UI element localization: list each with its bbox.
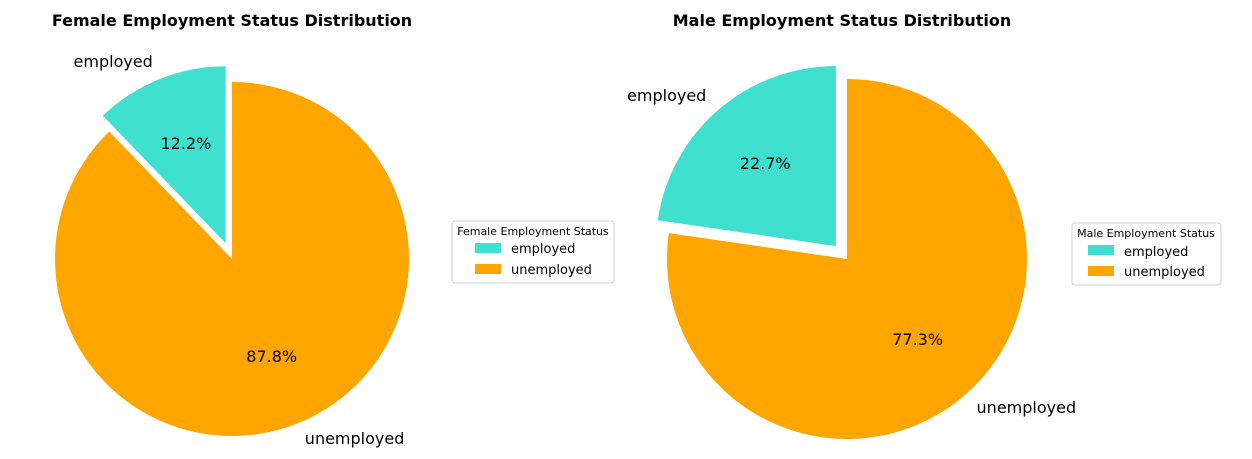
- male-legend-swatch-unemployed: [1088, 266, 1114, 276]
- male-label-unemployed: unemployed: [977, 398, 1077, 417]
- female-legend-swatch-unemployed: [475, 264, 501, 274]
- male-legend: Male Employment Status employed unemploy…: [1071, 222, 1222, 286]
- female-slice-unemployed: [55, 82, 410, 436]
- male-legend-swatch-employed: [1088, 245, 1114, 255]
- male-legend-title: Male Employment Status: [1077, 227, 1215, 240]
- female-slice-employed: [102, 66, 226, 244]
- female-chart-title: Female Employment Status Distribution: [52, 11, 412, 30]
- male-slice-employed: [657, 66, 836, 247]
- female-legend-swatch-employed: [475, 243, 501, 253]
- female-legend-label-unemployed: unemployed: [511, 263, 592, 278]
- female-pie-chart: Female Employment Status Distribution em…: [52, 11, 615, 448]
- female-label-employed: employed: [74, 52, 153, 71]
- male-legend-label-employed: employed: [1124, 245, 1188, 260]
- female-legend-title: Female Employment Status: [457, 225, 609, 238]
- female-pct-unemployed: 87.8%: [246, 347, 297, 366]
- male-pct-employed: 22.7%: [740, 154, 791, 173]
- female-label-unemployed: unemployed: [305, 429, 405, 448]
- male-pie-chart: Male Employment Status Distribution empl…: [627, 11, 1222, 440]
- female-pct-employed: 12.2%: [161, 134, 212, 153]
- female-legend: Female Employment Status employed unempl…: [451, 220, 615, 284]
- male-chart-title: Male Employment Status Distribution: [673, 11, 1012, 30]
- male-label-employed: employed: [627, 86, 706, 105]
- male-pct-unemployed: 77.3%: [892, 330, 943, 349]
- male-legend-label-unemployed: unemployed: [1124, 265, 1205, 280]
- male-slice-unemployed: [666, 79, 1027, 440]
- female-legend-label-employed: employed: [511, 242, 575, 257]
